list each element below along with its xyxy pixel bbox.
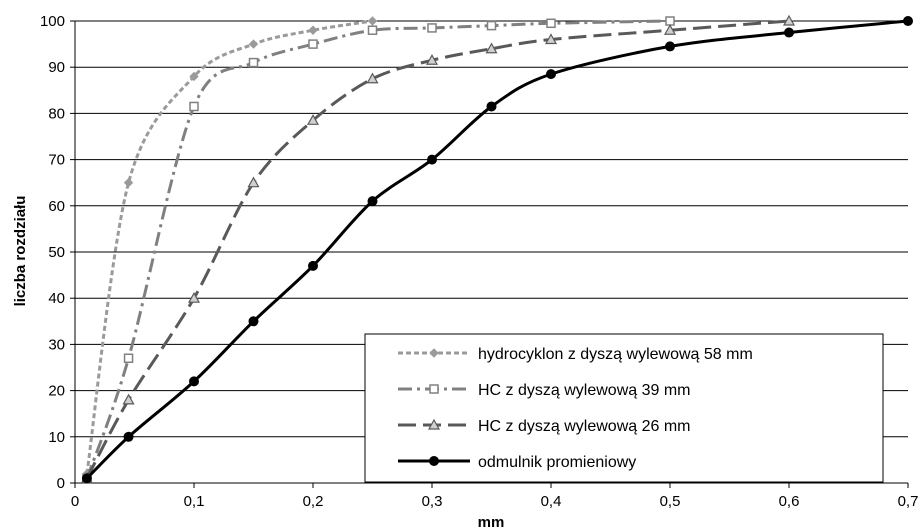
- data-point-circle: [123, 431, 134, 442]
- x-tick-label: 0,4: [541, 493, 562, 510]
- x-tick-label: 0,1: [184, 493, 205, 510]
- grid-lines: [75, 20, 908, 438]
- y-tick-label: 100: [40, 13, 65, 30]
- x-tick-label: 0,6: [779, 493, 800, 510]
- data-point-circle: [367, 196, 378, 207]
- data-point-triangle: [663, 24, 677, 35]
- series-1: [82, 16, 378, 479]
- x-tick-labels: 0 0,1 0,2 0,3 0,4 0,5 0,6 0,7: [71, 493, 919, 510]
- axes: [70, 20, 909, 488]
- data-point-triangle: [247, 176, 260, 188]
- x-tick-label: 0,3: [422, 493, 443, 510]
- x-tick-label: 0,5: [660, 493, 681, 510]
- x-axis-label: mm: [478, 514, 505, 530]
- y-tick-label: 30: [48, 336, 65, 353]
- data-point-circle: [308, 260, 318, 271]
- data-point-square: [248, 57, 259, 68]
- data-point-diamond: [429, 348, 439, 358]
- data-point-square: [427, 23, 437, 33]
- y-tick-label: 0: [57, 475, 65, 492]
- data-point-square: [486, 20, 497, 31]
- y-tick-label: 40: [48, 290, 65, 307]
- legend-label: odmulnik promieniowy: [478, 454, 636, 471]
- data-point-square: [308, 39, 318, 49]
- data-point-square: [189, 101, 199, 112]
- data-point-triangle: [366, 72, 379, 84]
- plot-area: [80, 14, 913, 484]
- data-point-square: [546, 18, 556, 29]
- y-tick-label: 60: [48, 198, 65, 215]
- y-tick-label: 90: [48, 59, 65, 76]
- data-point-triangle: [544, 33, 558, 45]
- legend-label: HC z dyszą wylewową 39 mm: [478, 382, 691, 399]
- data-point-square: [367, 25, 378, 35]
- data-point-diamond: [189, 71, 199, 82]
- x-tick-label: 0,2: [303, 493, 324, 510]
- data-point-triangle: [485, 42, 498, 54]
- x-tick-label: 0,7: [898, 493, 919, 510]
- data-point-circle: [248, 316, 259, 327]
- series-line: [85, 19, 373, 474]
- data-point-circle: [546, 69, 556, 80]
- legend-entry-3: HC z dyszą wylewową 26 mm: [398, 418, 691, 435]
- data-point-circle: [486, 101, 497, 112]
- data-point-circle: [429, 456, 439, 466]
- legend-entry-1: hydrocyklon z dyszą wylewową 58 mm: [398, 346, 753, 363]
- data-point-circle: [189, 376, 199, 387]
- legend: hydrocyklon z dyszą wylewową 58 mm HC z d…: [364, 333, 884, 483]
- series-4: [81, 16, 913, 484]
- data-point-circle: [81, 473, 92, 484]
- legend-label: hydrocyklon z dyszą wylewową 58 mm: [478, 346, 753, 363]
- data-point-square: [123, 353, 134, 364]
- y-tick-labels: 0 10 20 30 40 50 60 70 80 90 100: [40, 13, 65, 492]
- y-tick-label: 70: [48, 152, 65, 169]
- x-tick-label: 0: [71, 493, 79, 510]
- series-line: [85, 19, 671, 479]
- y-axis-label: liczba rozdziału: [12, 196, 29, 307]
- data-point-circle: [903, 16, 913, 26]
- legend-label: HC z dyszą wylewową 26 mm: [478, 418, 691, 435]
- legend-box: [364, 333, 884, 483]
- data-point-circle: [427, 154, 437, 165]
- data-point-triangle: [427, 418, 441, 430]
- data-point-diamond: [248, 39, 259, 49]
- legend-entry-4: odmulnik promieniowy: [398, 454, 636, 471]
- data-point-diamond: [123, 177, 134, 188]
- data-point-circle: [665, 41, 675, 52]
- y-tick-label: 80: [48, 105, 65, 122]
- data-point-triangle: [306, 114, 320, 125]
- data-point-triangle: [782, 14, 796, 26]
- y-tick-label: 10: [48, 429, 65, 446]
- legend-entry-2: HC z dyszą wylewową 39 mm: [398, 382, 691, 399]
- series-line: [85, 19, 790, 480]
- data-point-diamond: [308, 25, 318, 35]
- data-point-diamond: [367, 16, 378, 26]
- data-point-triangle: [187, 291, 201, 303]
- data-point-square: [665, 16, 675, 26]
- data-point-square: [429, 384, 439, 394]
- data-point-triangle: [122, 393, 135, 405]
- y-tick-label: 20: [48, 383, 65, 400]
- series-3: [80, 14, 796, 483]
- data-point-circle: [784, 27, 794, 38]
- y-tick-label: 50: [48, 244, 65, 261]
- data-point-triangle: [425, 54, 439, 65]
